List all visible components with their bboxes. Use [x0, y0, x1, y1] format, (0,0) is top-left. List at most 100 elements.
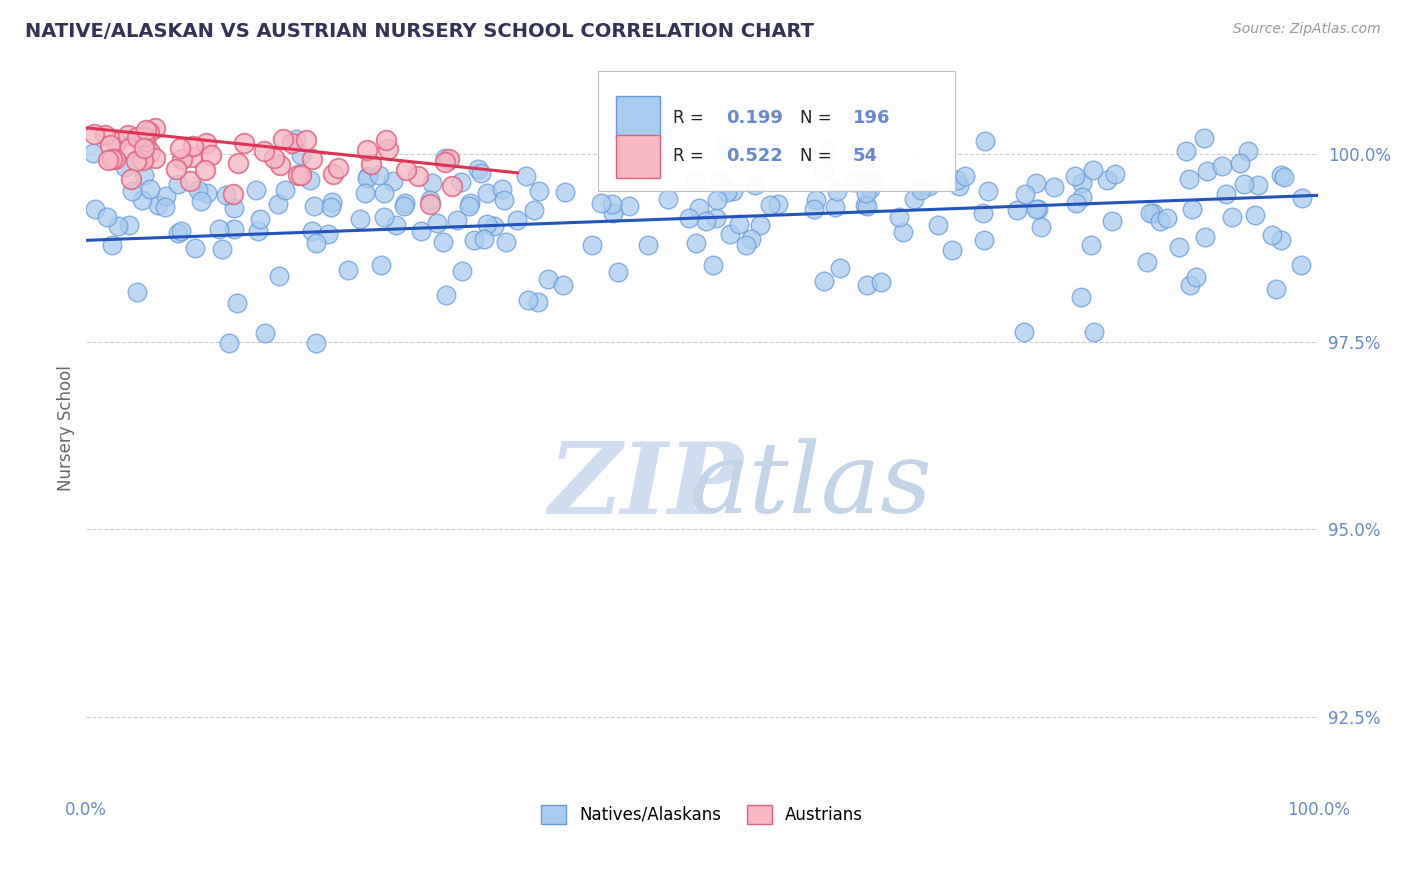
- Text: 0.199: 0.199: [725, 109, 783, 127]
- Point: [305, 336, 328, 351]
- Point: [974, 134, 997, 148]
- Point: [395, 163, 418, 178]
- FancyBboxPatch shape: [616, 135, 661, 178]
- Point: [860, 176, 883, 190]
- Point: [495, 235, 517, 250]
- Point: [554, 185, 576, 199]
- Text: atlas: atlas: [690, 438, 932, 533]
- Point: [117, 128, 139, 143]
- Text: R =: R =: [672, 147, 714, 165]
- Point: [208, 221, 231, 235]
- Point: [125, 153, 148, 168]
- Point: [419, 193, 441, 207]
- Point: [706, 193, 728, 207]
- Point: [104, 135, 127, 149]
- Point: [825, 184, 848, 198]
- Point: [225, 296, 247, 310]
- Point: [138, 125, 160, 139]
- Point: [83, 202, 105, 216]
- Text: 0.522: 0.522: [725, 147, 783, 165]
- Point: [82, 146, 104, 161]
- Point: [855, 277, 877, 292]
- Point: [349, 212, 371, 227]
- Point: [695, 214, 717, 228]
- Point: [855, 198, 877, 212]
- Point: [146, 198, 169, 212]
- Point: [1101, 214, 1123, 228]
- Point: [360, 157, 382, 171]
- Point: [263, 151, 285, 165]
- Point: [336, 262, 359, 277]
- Point: [409, 224, 432, 238]
- Point: [1291, 191, 1313, 205]
- Point: [165, 162, 187, 177]
- Point: [1070, 190, 1092, 204]
- Point: [1220, 211, 1243, 225]
- Text: Source: ZipAtlas.com: Source: ZipAtlas.com: [1233, 22, 1381, 37]
- Point: [245, 183, 267, 197]
- Point: [1136, 255, 1159, 269]
- Point: [721, 185, 744, 199]
- Point: [232, 136, 254, 151]
- Point: [253, 144, 276, 158]
- Point: [637, 238, 659, 252]
- Point: [370, 258, 392, 272]
- Point: [356, 144, 378, 158]
- Point: [824, 200, 846, 214]
- Point: [249, 212, 271, 227]
- Point: [1174, 144, 1197, 158]
- Point: [368, 168, 391, 182]
- Point: [1071, 176, 1094, 190]
- Point: [267, 197, 290, 211]
- Point: [1233, 177, 1256, 191]
- Point: [1139, 206, 1161, 220]
- Point: [855, 186, 877, 201]
- Point: [118, 218, 141, 232]
- Point: [815, 145, 838, 159]
- Point: [247, 224, 270, 238]
- Point: [118, 141, 141, 155]
- Point: [602, 197, 624, 211]
- Point: [1156, 211, 1178, 225]
- Point: [1177, 172, 1199, 186]
- FancyBboxPatch shape: [616, 96, 661, 139]
- Point: [295, 133, 318, 147]
- Point: [434, 287, 457, 301]
- Point: [394, 195, 416, 210]
- Point: [222, 202, 245, 216]
- Point: [450, 264, 472, 278]
- Point: [617, 199, 640, 213]
- Point: [704, 211, 727, 226]
- Point: [155, 189, 177, 203]
- Point: [127, 129, 149, 144]
- Point: [467, 162, 489, 177]
- Point: [889, 210, 911, 224]
- Point: [181, 139, 204, 153]
- Point: [529, 185, 551, 199]
- Point: [1184, 269, 1206, 284]
- Point: [100, 152, 122, 166]
- Point: [716, 186, 738, 200]
- Point: [463, 233, 485, 247]
- Point: [184, 241, 207, 255]
- Point: [853, 198, 876, 212]
- Point: [167, 226, 190, 240]
- Point: [948, 178, 970, 193]
- Point: [96, 210, 118, 224]
- Point: [441, 179, 464, 194]
- Point: [688, 202, 710, 216]
- Point: [107, 219, 129, 233]
- Point: [200, 148, 222, 162]
- Point: [433, 154, 456, 169]
- Point: [322, 167, 344, 181]
- Point: [131, 193, 153, 207]
- Point: [1063, 169, 1085, 183]
- Point: [1181, 202, 1204, 216]
- Point: [132, 141, 155, 155]
- Point: [685, 235, 707, 250]
- Point: [143, 120, 166, 135]
- Point: [290, 168, 312, 182]
- Point: [271, 132, 294, 146]
- Point: [422, 176, 444, 190]
- Point: [709, 174, 731, 188]
